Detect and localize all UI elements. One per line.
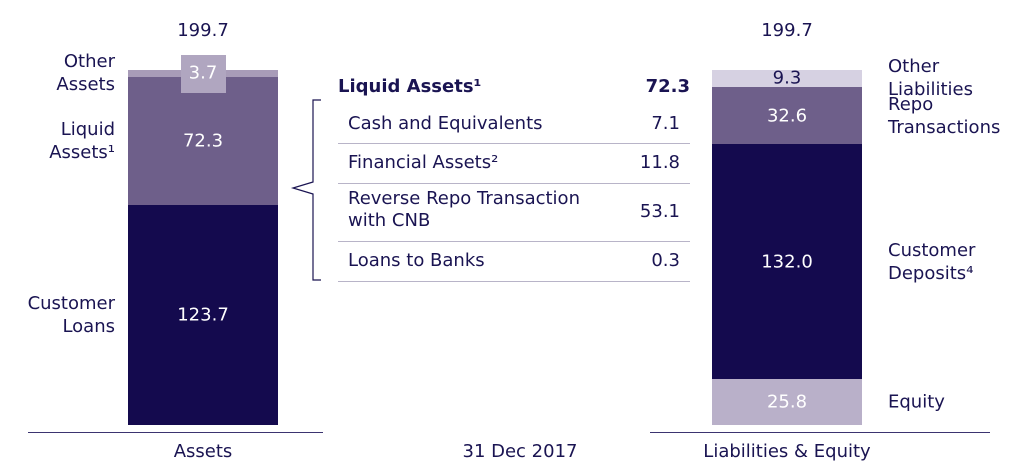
segment-name: Repo Transactions	[888, 93, 1001, 138]
bar-segment	[712, 144, 862, 380]
segment-name: Other Liabilities	[888, 56, 973, 101]
segment-name: Customer Deposits⁴	[888, 239, 976, 284]
row-value: 7.1	[651, 112, 680, 134]
baseline	[650, 432, 990, 433]
total-label: 199.7	[761, 20, 813, 41]
baseline	[28, 432, 323, 433]
row-name: Financial Assets²	[348, 152, 499, 173]
value-label: 25.8	[766, 391, 808, 413]
segment-name: Liquid Assets¹	[49, 118, 115, 163]
category-label: Assets	[173, 441, 233, 462]
row-name: Loans to Banks	[348, 250, 485, 271]
segment-name: Equity	[888, 391, 945, 413]
bracket	[290, 99, 321, 281]
row-name: Reverse Repo Transaction with CNB	[348, 188, 580, 231]
table-total: 72.3	[645, 76, 690, 97]
x-label: 31 Dec 2017	[462, 441, 578, 462]
value-label: 3.7	[188, 62, 218, 84]
table-row: Financial Assets² 11.8	[338, 143, 690, 184]
table-row: Cash and Equivalents 7.1	[338, 104, 690, 144]
value-label: 9.3	[772, 67, 802, 89]
total-label: 199.7	[177, 20, 229, 41]
value-label: 132.0	[761, 251, 813, 273]
value-label: 72.3	[182, 130, 224, 152]
segment-name: Customer Loans	[27, 293, 115, 338]
bar-segment	[712, 86, 862, 145]
table-row: Reverse Repo Transaction with CNB 53.1	[338, 183, 690, 242]
category-label: Liabilities & Equity	[703, 441, 871, 462]
row-value: 0.3	[651, 250, 680, 271]
row-value: 11.8	[639, 152, 680, 173]
value-label: 32.6	[766, 105, 808, 126]
segment-name: Other Assets	[56, 51, 115, 96]
bar-segment	[712, 379, 862, 425]
row-value: 53.1	[639, 201, 680, 222]
value-label: 123.7	[177, 304, 229, 326]
label-box	[181, 55, 226, 94]
bar-segment	[712, 70, 862, 87]
table-title: Liquid Assets¹	[338, 76, 482, 97]
table-header: Liquid Assets¹ 72.3	[338, 76, 690, 102]
bar-segment	[128, 76, 278, 206]
table-row: Loans to Banks 0.3	[338, 241, 690, 282]
bar-segment	[128, 205, 278, 425]
row-name: Cash and Equivalents	[348, 113, 543, 134]
